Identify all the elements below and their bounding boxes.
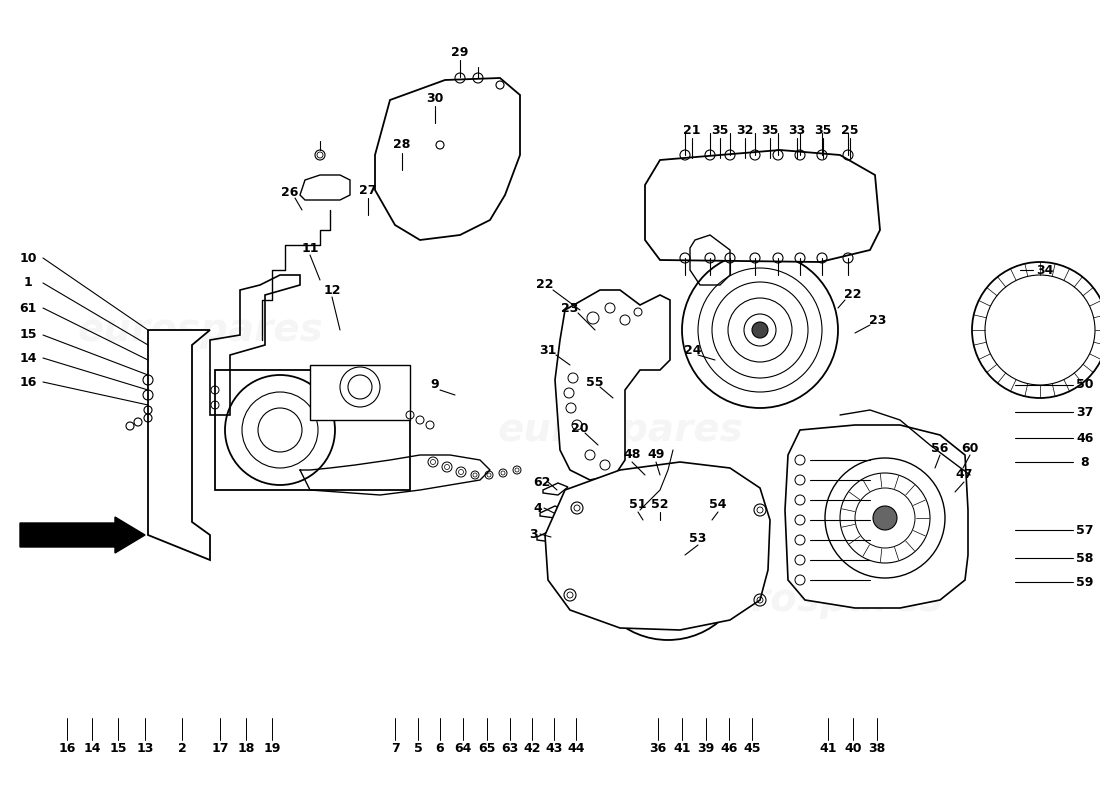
Text: 2: 2: [177, 742, 186, 754]
Text: 29: 29: [451, 46, 469, 58]
Text: 12: 12: [323, 283, 341, 297]
Text: 30: 30: [427, 91, 443, 105]
Text: 54: 54: [710, 498, 727, 511]
Text: 16: 16: [20, 375, 36, 389]
Text: 18: 18: [238, 742, 255, 754]
Text: 1: 1: [23, 277, 32, 290]
Text: 24: 24: [684, 343, 702, 357]
Text: 52: 52: [651, 498, 669, 511]
Text: 16: 16: [58, 742, 76, 754]
Text: 27: 27: [360, 183, 376, 197]
Circle shape: [588, 480, 748, 640]
Circle shape: [648, 540, 688, 580]
Text: 46: 46: [720, 742, 738, 754]
Text: 23: 23: [869, 314, 887, 326]
Text: 15: 15: [109, 742, 126, 754]
Text: 40: 40: [845, 742, 861, 754]
Text: 51: 51: [629, 498, 647, 511]
Text: 9: 9: [431, 378, 439, 391]
Bar: [214, 370, 410, 490]
Text: 35: 35: [814, 123, 832, 137]
Text: 58: 58: [1076, 551, 1093, 565]
Circle shape: [682, 252, 838, 408]
Text: 48: 48: [624, 449, 640, 462]
Text: 4: 4: [534, 502, 542, 514]
Text: 50: 50: [1076, 378, 1093, 391]
Text: 64: 64: [454, 742, 472, 754]
Text: 33: 33: [789, 123, 805, 137]
Text: 63: 63: [502, 742, 518, 754]
Text: 38: 38: [868, 742, 886, 754]
Polygon shape: [148, 330, 210, 560]
Text: 21: 21: [683, 123, 701, 137]
Text: 10: 10: [20, 251, 36, 265]
Text: 60: 60: [961, 442, 979, 454]
Text: 62: 62: [534, 475, 551, 489]
Text: 36: 36: [649, 742, 667, 754]
Text: 17: 17: [211, 742, 229, 754]
Text: 7: 7: [390, 742, 399, 754]
Text: 3: 3: [530, 527, 538, 541]
Text: 22: 22: [537, 278, 553, 291]
Text: eurospares: eurospares: [77, 311, 323, 349]
Text: 55: 55: [586, 375, 604, 389]
Text: 22: 22: [845, 289, 861, 302]
Text: 31: 31: [539, 343, 557, 357]
Text: 57: 57: [1076, 523, 1093, 537]
Text: 5: 5: [414, 742, 422, 754]
Text: 11: 11: [301, 242, 319, 254]
Text: eurospares: eurospares: [697, 581, 943, 619]
Text: 56: 56: [932, 442, 948, 454]
Polygon shape: [544, 462, 770, 630]
Text: 59: 59: [1076, 575, 1093, 589]
Text: 20: 20: [571, 422, 588, 434]
Text: 14: 14: [84, 742, 101, 754]
Text: 35: 35: [761, 123, 779, 137]
Text: 6: 6: [436, 742, 444, 754]
Text: 34: 34: [1036, 263, 1054, 277]
Text: 46: 46: [1076, 431, 1093, 445]
Text: 41: 41: [673, 742, 691, 754]
Text: 35: 35: [712, 123, 728, 137]
Circle shape: [873, 506, 896, 530]
Text: 65: 65: [478, 742, 496, 754]
Text: 14: 14: [20, 351, 36, 365]
Text: 13: 13: [136, 742, 154, 754]
Text: 41: 41: [820, 742, 837, 754]
Polygon shape: [645, 150, 880, 262]
Text: 45: 45: [744, 742, 761, 754]
Text: 61: 61: [20, 302, 36, 314]
Text: 23: 23: [561, 302, 579, 314]
Polygon shape: [556, 290, 670, 480]
Text: 44: 44: [568, 742, 585, 754]
Text: eurospares: eurospares: [497, 411, 742, 449]
Text: 32: 32: [736, 123, 754, 137]
Polygon shape: [785, 425, 968, 608]
Text: 42: 42: [524, 742, 541, 754]
Text: 49: 49: [647, 449, 664, 462]
Polygon shape: [375, 78, 520, 240]
Text: 43: 43: [546, 742, 563, 754]
Text: 37: 37: [1076, 406, 1093, 418]
Text: 25: 25: [842, 123, 859, 137]
Text: 15: 15: [20, 329, 36, 342]
Polygon shape: [20, 517, 145, 553]
Text: 8: 8: [1080, 455, 1089, 469]
Circle shape: [658, 550, 678, 570]
Text: 53: 53: [690, 531, 706, 545]
Bar: [310, 365, 410, 420]
Text: 26: 26: [282, 186, 299, 199]
Circle shape: [752, 322, 768, 338]
Text: 28: 28: [394, 138, 410, 151]
Text: 47: 47: [955, 469, 972, 482]
Text: 19: 19: [263, 742, 280, 754]
Text: 39: 39: [697, 742, 715, 754]
